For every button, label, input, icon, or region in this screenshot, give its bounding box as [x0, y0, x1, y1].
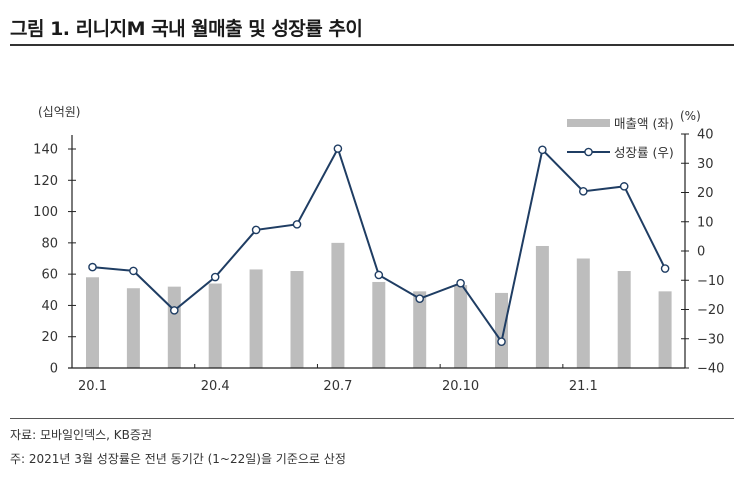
right-tick-label: −10: [697, 274, 724, 289]
left-tick-label: 100: [33, 205, 58, 220]
marker-20.1: [88, 262, 97, 272]
title-underline: [10, 44, 734, 46]
source-note: 자료: 모바일인덱스, KB증권: [10, 428, 152, 442]
legend-marker-icon: [584, 147, 593, 157]
bar-20.1: [86, 277, 99, 368]
chart-axes: 0 20 40 60 80 100 120 140 (십억원) −40 −30 −20 −10 0 10 20…: [33, 105, 724, 394]
marker-21.1: [579, 187, 588, 196]
bar-20.9: [413, 291, 427, 368]
right-tick-label: 0: [697, 245, 705, 260]
legend-label-sales: 매출액 (좌): [614, 116, 674, 131]
right-tick-label: −20: [697, 303, 724, 318]
left-tick-label: 80: [41, 236, 58, 251]
bar-20.10: [454, 285, 468, 368]
legend-label-growth: 성장률 (우): [614, 145, 674, 160]
left-tick-label: 40: [41, 299, 58, 314]
x-tick-label: 20.7: [323, 379, 352, 394]
right-axis-unit: (%): [680, 109, 701, 123]
x-tick-label: 21.1: [569, 379, 598, 394]
marker-21.2: [619, 182, 629, 191]
right-tick-label: 30: [697, 157, 714, 172]
bar-20.7: [331, 242, 345, 368]
sales-bars: [86, 242, 672, 368]
right-tick-label: 10: [697, 215, 714, 230]
bar-21.2: [617, 271, 631, 368]
marker-20.9: [415, 294, 425, 303]
marker-21.3: [660, 264, 670, 273]
bar-21.3: [658, 291, 672, 368]
x-tick-label: 20.10: [442, 379, 479, 394]
left-tick-label: 60: [41, 268, 58, 283]
left-axis-unit: (십억원): [38, 105, 80, 119]
bar-21.1: [576, 258, 590, 368]
marker-20.12: [538, 145, 547, 155]
left-tick-label: 0: [50, 362, 58, 377]
right-tick-label: −40: [697, 362, 724, 377]
x-tick-label: 20.4: [201, 379, 230, 394]
marker-20.5: [251, 225, 261, 235]
right-tick-label: 20: [697, 186, 714, 201]
footnote: 주: 2021년 3월 성장률은 전년 동기간 (1~22일)을 기준으로 산정: [10, 452, 346, 466]
footer-divider: [10, 418, 734, 419]
marker-20.3: [169, 306, 179, 315]
bar-20.11: [495, 292, 508, 368]
bar-20.5: [249, 269, 263, 368]
growth-line: [88, 144, 670, 346]
right-tick-label: 40: [697, 128, 714, 143]
marker-20.10: [456, 278, 465, 288]
bar-20.8: [372, 281, 386, 368]
bar-20.6: [290, 271, 304, 368]
marker-20.4: [210, 272, 220, 282]
left-tick-label: 120: [33, 174, 58, 189]
left-tick-label: 140: [33, 143, 58, 158]
bar-20.4: [208, 283, 222, 368]
marker-20.2: [129, 266, 138, 276]
legend-bar-swatch: [567, 119, 610, 127]
marker-20.11: [497, 337, 506, 346]
marker-20.6: [292, 220, 302, 229]
x-tick-label: 20.1: [78, 379, 107, 394]
marker-20.7: [333, 144, 343, 153]
right-tick-label: −30: [697, 332, 724, 347]
bar-20.3: [167, 286, 181, 368]
chart-legend: 매출액 (좌) 성장률 (우): [567, 116, 674, 160]
bar-20.2: [126, 288, 140, 368]
figure-title: 그림 1. 리니지M 국내 월매출 및 성장률 추이: [10, 18, 363, 40]
bar-20.12: [535, 245, 549, 368]
marker-20.8: [374, 270, 384, 280]
left-tick-label: 20: [41, 330, 58, 345]
